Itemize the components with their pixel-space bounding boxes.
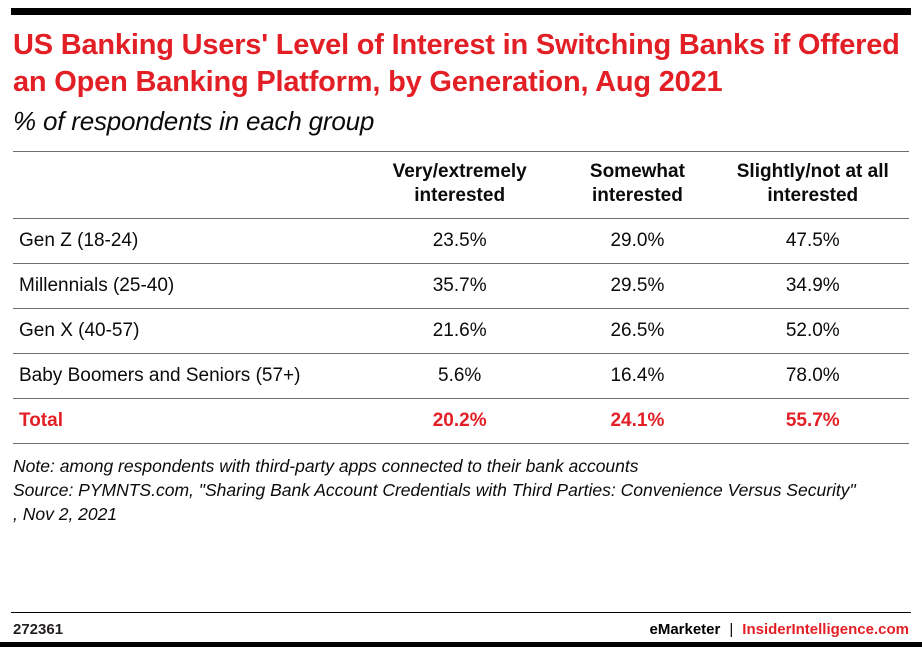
row-label: Gen Z (18-24) (13, 217, 361, 264)
bottom-black-bar (0, 642, 922, 647)
insider-intelligence-link[interactable]: InsiderIntelligence.com (742, 621, 909, 638)
cell-value: 16.4% (558, 352, 717, 399)
cell-value: 47.5% (716, 217, 909, 264)
data-table: Very/extremely interested Somewhat inter… (13, 151, 909, 444)
table-row-baby-boomers: Baby Boomers and Seniors (57+) 5.6% 16.4… (13, 352, 909, 399)
header-empty-cell (13, 151, 361, 219)
brand-separator: | (729, 621, 734, 638)
chart-notes: Note: among respondents with third-party… (13, 454, 909, 526)
table-header-row: Very/extremely interested Somewhat inter… (13, 151, 909, 219)
row-label: Gen X (40-57) (13, 307, 361, 354)
cell-value-total: 55.7% (716, 397, 909, 444)
cell-value: 29.5% (558, 262, 717, 309)
table-row-total: Total 20.2% 24.1% 55.7% (13, 397, 909, 444)
brand-group: eMarketer | InsiderIntelligence.com (649, 621, 909, 638)
column-header-slightly-not: Slightly/not at all interested (716, 151, 909, 219)
chart-content: US Banking Users' Level of Interest in S… (11, 15, 911, 612)
row-label: Baby Boomers and Seniors (57+) (13, 352, 361, 399)
cell-value-total: 24.1% (558, 397, 717, 444)
cell-value: 29.0% (558, 217, 717, 264)
column-header-somewhat: Somewhat interested (558, 151, 717, 219)
table-row-gen-z: Gen Z (18-24) 23.5% 29.0% 47.5% (13, 217, 909, 264)
cell-value: 23.5% (361, 217, 559, 264)
chart-subtitle: % of respondents in each group (13, 106, 375, 137)
row-label-total: Total (13, 397, 361, 444)
cell-value: 34.9% (716, 262, 909, 309)
top-black-bar (11, 8, 911, 15)
note-line: Note: among respondents with third-party… (13, 455, 639, 476)
column-header-very-extremely: Very/extremely interested (361, 151, 559, 219)
chart-footer: 272361 eMarketer | InsiderIntelligence.c… (11, 612, 911, 647)
cell-value: 78.0% (716, 352, 909, 399)
cell-value-total: 20.2% (361, 397, 559, 444)
cell-value: 5.6% (361, 352, 559, 399)
source-line: Source: PYMNTS.com, "Sharing Bank Accoun… (13, 479, 856, 500)
table-row-millennials: Millennials (25-40) 35.7% 29.5% 34.9% (13, 262, 909, 309)
row-label: Millennials (25-40) (13, 262, 361, 309)
footer-row: 272361 eMarketer | InsiderIntelligence.c… (11, 613, 911, 647)
date-line: , Nov 2, 2021 (13, 503, 118, 524)
cell-value: 21.6% (361, 307, 559, 354)
cell-value: 35.7% (361, 262, 559, 309)
footer-divider-line (11, 612, 911, 613)
chart-title: US Banking Users' Level of Interest in S… (13, 29, 900, 98)
cell-value: 26.5% (558, 307, 717, 354)
cell-value: 52.0% (716, 307, 909, 354)
table-row-gen-x: Gen X (40-57) 21.6% 26.5% 52.0% (13, 307, 909, 354)
emarketer-logo-text: eMarketer (649, 621, 721, 638)
chart-id: 272361 (13, 621, 64, 638)
